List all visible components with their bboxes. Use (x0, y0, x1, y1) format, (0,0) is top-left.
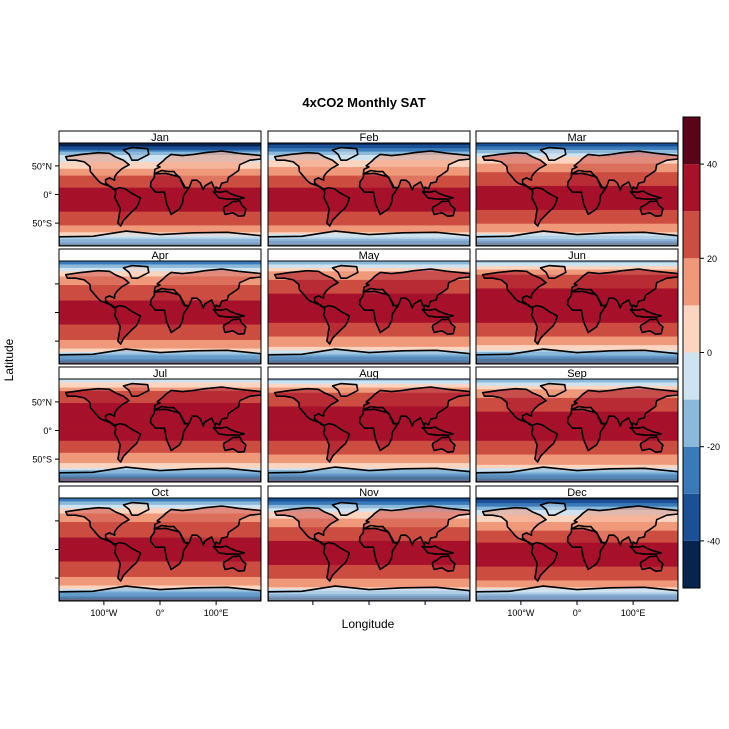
panel-title: May (359, 250, 380, 262)
colorbar-band (683, 447, 700, 494)
colorbar-band (683, 117, 700, 164)
panel-title: Sep (567, 368, 587, 380)
map-panel-jun: Jun (476, 249, 678, 365)
colorbar-band (683, 541, 700, 588)
colorbar-tick-label: -20 (707, 442, 720, 452)
panel-title: Apr (151, 250, 168, 262)
map-panel-mar: Mar (476, 131, 678, 247)
panel-title: Mar (568, 132, 587, 144)
colorbar-tick-label: 20 (707, 254, 717, 264)
lat-tick-label: 0° (43, 426, 52, 436)
panel-grid: Jan 50°N 0° 50°S Feb Mar Apr May Jun Jul 50°N 0° 50°… (32, 131, 678, 618)
colorbar-band (683, 353, 700, 400)
x-axis-label: Longitude (342, 617, 395, 631)
map-panel-may: May (268, 249, 470, 365)
colorbar-band (683, 400, 700, 447)
panel-title: Jan (151, 132, 169, 144)
panel-title: Jul (153, 368, 167, 380)
lon-tick-label: 100°W (507, 608, 535, 618)
map-panel-jul: Jul 50°N 0° 50°S (32, 367, 261, 483)
lon-tick-label: 0° (156, 608, 165, 618)
map-panel-feb: Feb (268, 131, 470, 247)
lat-tick-label: 50°S (32, 219, 52, 229)
colorbar-tick-label: 40 (707, 160, 717, 170)
colorbar-tick-label: 0 (707, 348, 712, 358)
lat-tick-label: 50°N (32, 161, 52, 171)
map-panel-sep: Sep (476, 367, 678, 483)
map-panel-dec: Dec 100°W 0° 100°E (476, 486, 678, 618)
lat-tick-label: 50°S (32, 455, 52, 465)
colorbar-band (683, 494, 700, 541)
y-axis-label: Latitude (2, 338, 16, 381)
panel-title: Oct (151, 487, 168, 499)
panel-title: Nov (359, 487, 379, 499)
colorbar-band (683, 258, 700, 305)
colorbar-band (683, 211, 700, 258)
colorbar-tick-label: -40 (707, 536, 720, 546)
panel-title: Jun (568, 250, 586, 262)
lon-tick-label: 100°W (90, 608, 118, 618)
colorbar-band (683, 164, 700, 211)
colorbar: -40 -20 0 20 40 (683, 117, 720, 588)
panel-title: Dec (567, 487, 587, 499)
map-panel-aug: Aug (268, 367, 470, 483)
panel-title: Aug (359, 368, 379, 380)
lon-tick-label: 0° (573, 608, 582, 618)
map-panel-oct: Oct 100°W 0° 100°E (55, 486, 261, 618)
panel-title: Feb (360, 132, 379, 144)
colorbar-band (683, 305, 700, 352)
map-panel-apr: Apr (55, 249, 261, 365)
lon-tick-label: 100°E (204, 608, 229, 618)
map-panel-nov: Nov (268, 486, 470, 605)
map-panel-jan: Jan 50°N 0° 50°S (32, 131, 261, 247)
lat-tick-label: 0° (43, 190, 52, 200)
lat-tick-label: 50°N (32, 397, 52, 407)
figure-title: 4xCO2 Monthly SAT (302, 95, 425, 110)
lon-tick-label: 100°E (621, 608, 646, 618)
